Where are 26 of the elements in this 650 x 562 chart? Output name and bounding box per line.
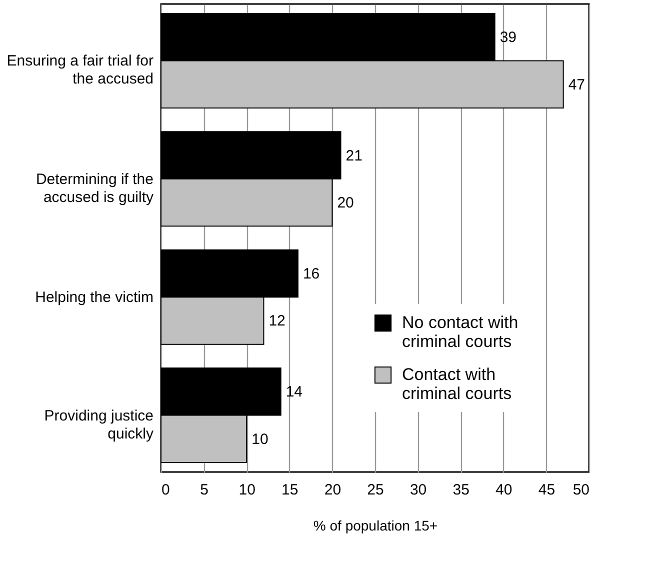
x-tick-label: 20 <box>324 482 342 498</box>
data-label: 16 <box>302 265 320 282</box>
x-tick-label: 45 <box>538 482 556 498</box>
data-label: 12 <box>268 312 286 330</box>
x-tick-label: 0 <box>162 482 170 498</box>
data-label: 10 <box>252 430 268 448</box>
x-tick-label: 5 <box>200 482 208 498</box>
x-tick-label: 50 <box>572 482 590 498</box>
y-tick-label: Providing justice quickly <box>44 407 154 442</box>
x-tick-label: 40 <box>496 482 512 498</box>
x-tick-label: 25 <box>367 482 384 498</box>
data-label: 20 <box>337 194 354 212</box>
legend-label: No contact with criminal courts <box>402 313 518 351</box>
data-label: 14 <box>286 384 303 401</box>
x-axis-title: % of population 15+ <box>313 518 438 534</box>
data-label: 39 <box>500 29 517 46</box>
y-tick-label: Ensuring a fair trial for the accused <box>6 52 154 88</box>
legend-label: Contact with criminal courts <box>402 365 512 403</box>
data-label: 47 <box>568 76 586 94</box>
x-tick-label: 30 <box>410 482 427 498</box>
data-label: 21 <box>346 147 362 164</box>
y-tick-label: Determining if the accused is guilty <box>36 170 154 206</box>
x-tick-label: 10 <box>238 482 256 498</box>
x-tick-label: 35 <box>452 482 470 498</box>
x-tick-label: 15 <box>282 482 298 498</box>
y-tick-label: Helping the victim <box>35 289 154 306</box>
